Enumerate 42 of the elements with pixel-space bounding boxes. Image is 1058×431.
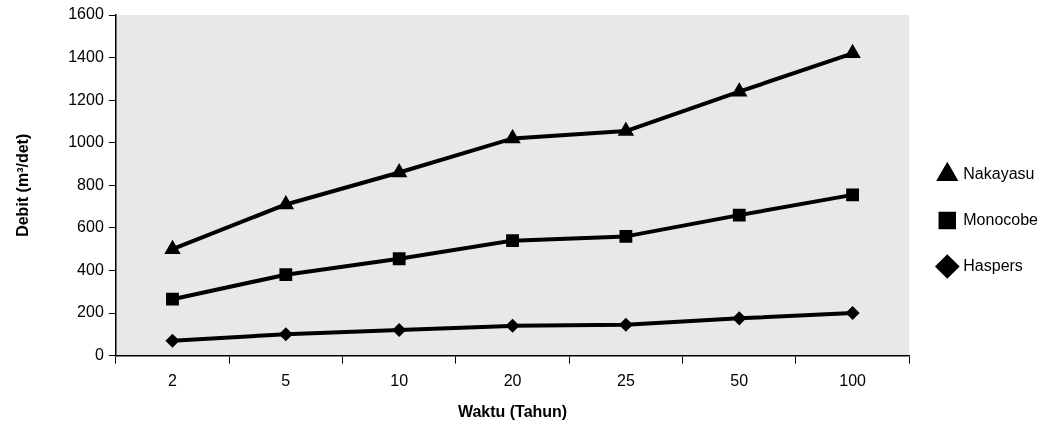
y-tick-label: 1600 xyxy=(68,5,104,23)
point xyxy=(846,188,860,202)
y-tick-label: 0 xyxy=(94,346,104,364)
point xyxy=(619,317,633,332)
y-tick-label: 400 xyxy=(77,260,104,278)
point xyxy=(391,163,407,178)
y-tick-label: 800 xyxy=(77,175,104,193)
y-tick-label: 1200 xyxy=(68,90,104,108)
point xyxy=(505,319,520,333)
x-tick-label: 10 xyxy=(390,371,409,389)
x-tick-label: 5 xyxy=(281,371,291,389)
legend-label: Nakayasu xyxy=(963,164,1035,182)
y-tick-label: 200 xyxy=(77,303,104,321)
point xyxy=(392,252,406,266)
point xyxy=(732,311,746,326)
point xyxy=(731,82,747,97)
y-tick-label: 600 xyxy=(77,218,104,236)
point xyxy=(165,333,180,348)
point xyxy=(619,229,633,243)
x-tick-label: 50 xyxy=(730,371,749,389)
point xyxy=(504,129,521,144)
point xyxy=(618,122,634,136)
point xyxy=(506,234,519,248)
point xyxy=(844,44,861,59)
point xyxy=(166,292,179,306)
point xyxy=(279,268,293,282)
x-tick-label: 25 xyxy=(616,371,635,389)
point xyxy=(279,327,293,342)
y-tick-label: 1400 xyxy=(68,47,104,65)
x-tick-label: 2 xyxy=(168,371,178,389)
point xyxy=(278,195,294,210)
y-tick-label: 1000 xyxy=(68,133,104,151)
x-tick-label: 100 xyxy=(839,371,867,389)
point xyxy=(845,306,860,320)
x-tick-label: 20 xyxy=(503,371,522,389)
point xyxy=(732,208,746,222)
legend-label: Monocobe xyxy=(963,210,1039,228)
y-axis-title: Debit (m³/det) xyxy=(14,133,32,237)
point xyxy=(392,323,406,337)
x-axis-title: Waktu (Tahun) xyxy=(457,402,568,420)
point xyxy=(164,240,181,254)
legend-label: Haspers xyxy=(963,256,1023,274)
